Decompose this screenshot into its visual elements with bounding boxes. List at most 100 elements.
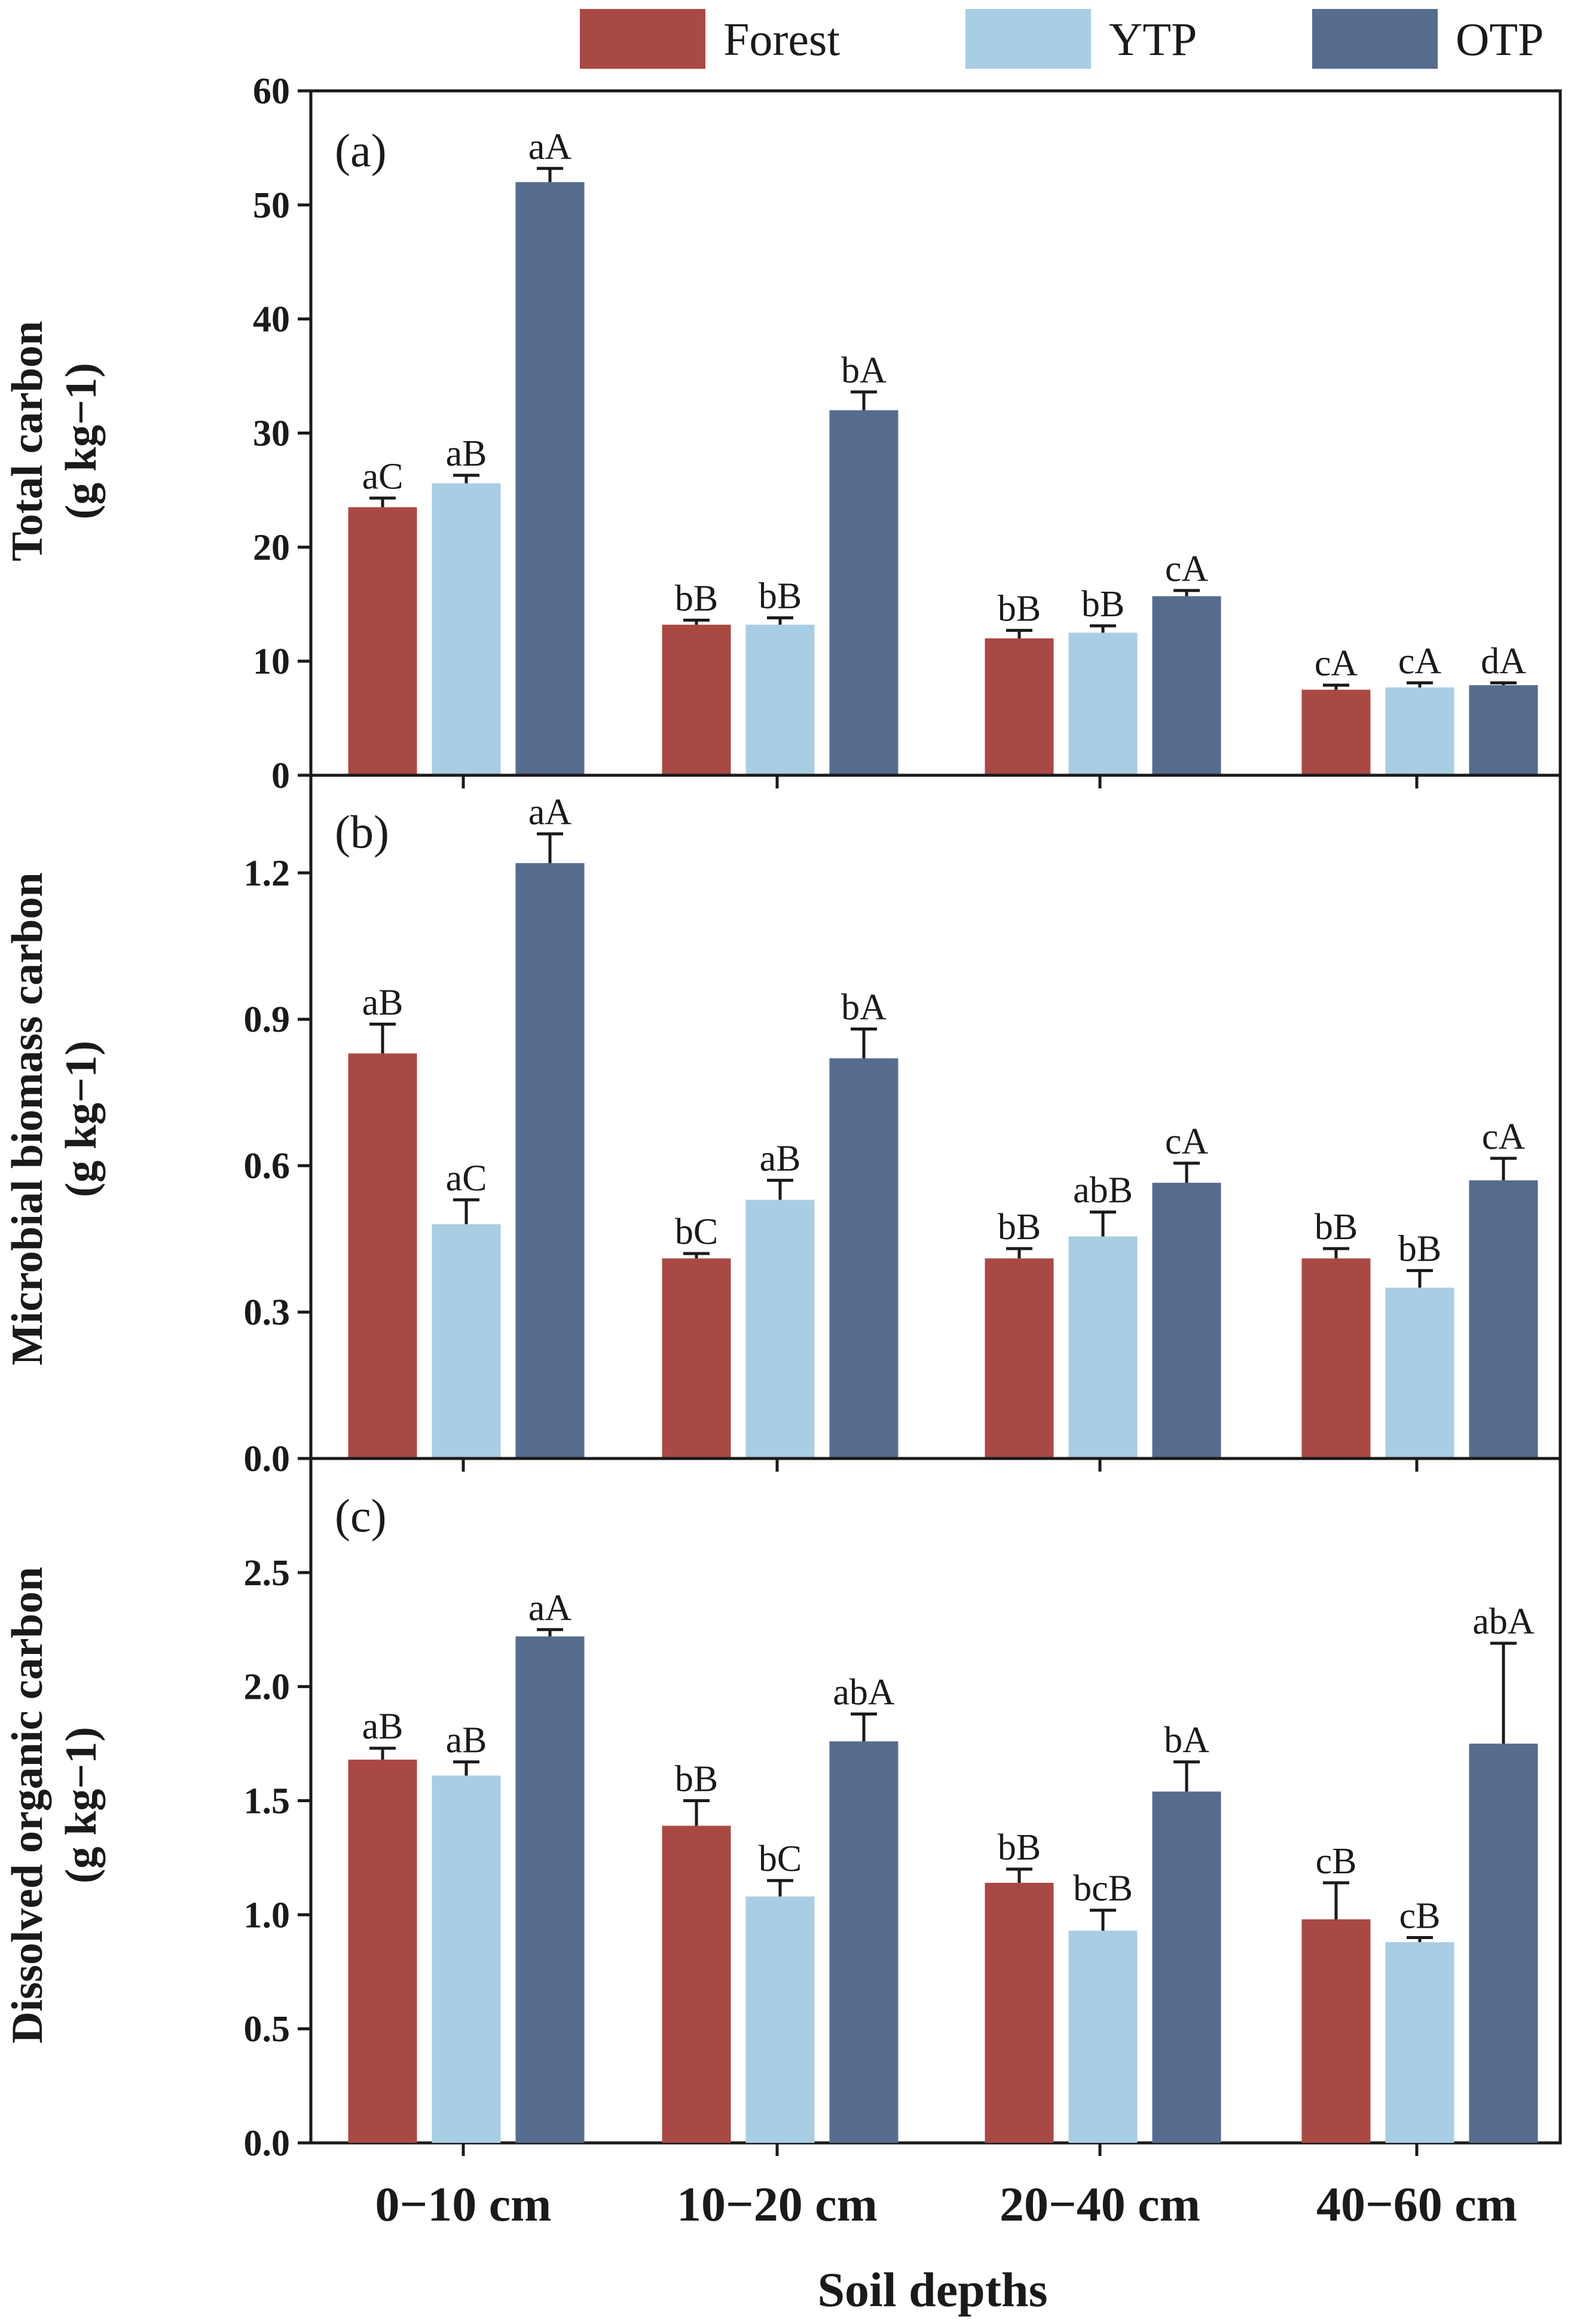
y-tick-label: 0: [271, 756, 290, 796]
panel-c-plot: 0.0 0.5 1.0 1.5 2.0 2.5 aB bB bB cB aB bC bcB cB aA abA…: [244, 1457, 1562, 2164]
x-category-label: 20−40 cm: [1000, 2177, 1200, 2231]
panel-b-ylabel: Microbial biomass carbon: [3, 873, 52, 1366]
significance-label: cA: [1165, 549, 1209, 589]
bar-forest: [985, 1258, 1054, 1458]
bar-ytp: [432, 1224, 501, 1458]
bar-forest: [662, 1258, 731, 1458]
panel-c-ylabel: Dissolved organic carbon: [3, 1567, 52, 2044]
significance-label: aB: [760, 1139, 801, 1179]
bar-otp: [1152, 1791, 1221, 2143]
y-tick-label: 2.5: [244, 1553, 291, 1594]
panel-a-tag: (a): [335, 124, 387, 176]
significance-label: bB: [1081, 584, 1124, 625]
bar-ytp: [1068, 632, 1138, 775]
y-tick-label: 0.3: [244, 1292, 291, 1333]
significance-label: bA: [841, 987, 887, 1028]
bar-otp: [829, 1058, 898, 1458]
panel-a-ylabel: Total carbon: [3, 321, 52, 561]
legend: Forest YTP OTP: [580, 9, 1544, 69]
significance-label: bB: [675, 1759, 718, 1800]
significance-label: bA: [841, 350, 887, 391]
significance-label: bC: [759, 1839, 802, 1879]
x-category-label: 0−10 cm: [375, 2177, 552, 2231]
bar-ytp: [1385, 1288, 1454, 1458]
bar-ytp: [432, 1775, 501, 2143]
panel-c-tag: (c): [335, 1490, 387, 1542]
y-tick-label: 0.5: [244, 2009, 291, 2050]
significance-label: bB: [998, 1207, 1041, 1247]
panel-b: (b) Microbial biomass carbon (g kg−1) 0.…: [3, 773, 1562, 1479]
panel-a-yunit-title: (g kg−1): [57, 363, 106, 519]
legend-label-forest: Forest: [723, 13, 840, 65]
bar-forest: [348, 507, 417, 775]
legend-label-otp: OTP: [1456, 13, 1544, 65]
panel-c-yaxis-title: Dissolved organic carbon: [3, 1567, 52, 2044]
significance-label: aB: [446, 1720, 487, 1761]
bar-ytp: [745, 1200, 815, 1458]
significance-label: abA: [1472, 1601, 1535, 1642]
panel-b-plot: 0.0 0.3 0.6 0.9 1.2 aB bC bB bB aC aB abB bB aA bA cA cA: [244, 773, 1562, 1479]
bar-forest: [1301, 1258, 1371, 1458]
bar-forest: [1301, 689, 1371, 775]
significance-label: aA: [528, 1588, 572, 1628]
y-tick-label: 10: [253, 641, 290, 682]
bar-otp: [1152, 1182, 1221, 1458]
significance-label: cB: [1316, 1841, 1357, 1882]
panel-a-plot: 0 10 20 30 40 50 60 aC bB bB cA aB bB bB cA aA bA cA dA: [253, 71, 1562, 796]
bar-otp: [515, 863, 585, 1458]
x-axis-labels: 0−10 cm 10−20 cm 20−40 cm 40−60 cm: [375, 2177, 1517, 2231]
panel-b-yunit-title: (g kg−1): [57, 1041, 106, 1197]
y-tick-label: 1.0: [244, 1895, 291, 1935]
x-category-label: 10−20 cm: [677, 2177, 878, 2231]
bar-forest: [985, 1882, 1054, 2143]
y-tick-label: 1.5: [244, 1781, 291, 1822]
bar-forest: [662, 625, 731, 775]
x-category-label: 40−60 cm: [1316, 2177, 1517, 2231]
y-tick-label: 1.2: [244, 853, 291, 894]
significance-label: dA: [1481, 641, 1526, 681]
panel-b-tag: (b): [335, 806, 389, 858]
panel-c-yunit-title: (g kg−1): [57, 1727, 106, 1883]
y-tick-label: 50: [253, 185, 290, 226]
y-tick-label: 0.0: [244, 2123, 291, 2164]
bar-otp: [1469, 685, 1538, 775]
bar-ytp: [1068, 1236, 1138, 1458]
bar-ytp: [1385, 687, 1454, 775]
bar-ytp: [1068, 1931, 1138, 2143]
y-tick-label: 0.0: [244, 1439, 291, 1479]
panel-c-yunit: (g kg−1): [57, 1727, 106, 1883]
legend-swatch-ytp: [965, 9, 1091, 69]
bar-forest: [348, 1053, 417, 1458]
bar-otp: [1469, 1744, 1538, 2143]
bar-forest: [348, 1759, 417, 2143]
bar-forest: [662, 1825, 731, 2143]
bar-forest: [985, 638, 1054, 775]
bar-otp: [829, 1741, 898, 2143]
significance-label: aC: [362, 456, 404, 497]
bar-ytp: [745, 1896, 815, 2143]
bar-otp: [515, 182, 585, 776]
significance-label: abB: [1073, 1170, 1133, 1211]
significance-label: aB: [446, 433, 487, 474]
panel-a: (a) Total carbon (g kg−1) 0 10 20 30 40 50 60 a…: [3, 71, 1562, 796]
significance-label: bB: [1315, 1207, 1358, 1247]
significance-label: abA: [833, 1672, 895, 1713]
panel-b-yunit: (g kg−1): [57, 1041, 106, 1197]
bar-otp: [1152, 596, 1221, 775]
bar-forest: [1301, 1919, 1371, 2143]
y-tick-label: 30: [253, 414, 290, 454]
panel-b-yaxis-title: Microbial biomass carbon: [3, 873, 52, 1366]
significance-label: bC: [675, 1212, 718, 1252]
significance-label: bcB: [1073, 1869, 1133, 1909]
x-axis-title: Soil depths: [817, 2262, 1047, 2317]
significance-label: bB: [998, 1827, 1041, 1868]
y-tick-label: 40: [253, 299, 290, 340]
panel-a-yaxis-title: Total carbon: [3, 321, 52, 561]
y-tick-label: 0.6: [244, 1146, 291, 1187]
y-tick-label: 0.9: [244, 999, 291, 1040]
bar-otp: [515, 1636, 585, 2143]
significance-label: cA: [1398, 641, 1442, 681]
significance-label: bB: [759, 576, 802, 617]
significance-label: bB: [1398, 1229, 1441, 1270]
